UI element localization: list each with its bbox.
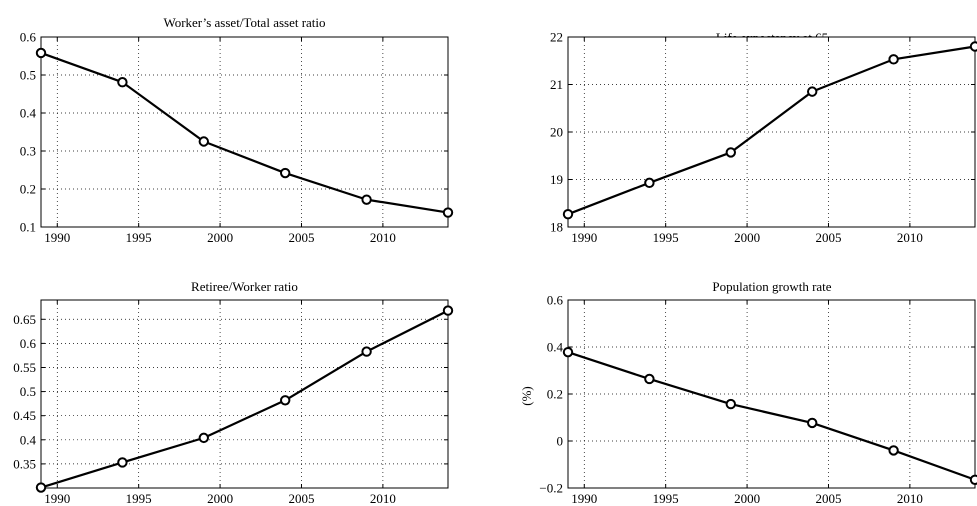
- y-tick-label: 21: [550, 77, 563, 92]
- x-tick-label: 1990: [44, 230, 70, 245]
- y-tick-label: 0.4: [20, 432, 37, 447]
- y-tick-label: 0.5: [20, 384, 36, 399]
- data-point: [361, 346, 372, 357]
- y-tick-label: −0.2: [539, 481, 563, 496]
- data-point: [888, 445, 899, 456]
- plot-area: [567, 36, 976, 228]
- data-point: [117, 457, 128, 468]
- x-tick-label: 1990: [571, 491, 597, 506]
- data-point: [35, 47, 47, 59]
- data-point: [562, 208, 574, 220]
- panel-retiree-worker-ratio: Retiree/Worker ratio 1990 1995 2000 2005 201…: [13, 279, 454, 506]
- y-tick-label: 0.6: [20, 30, 37, 45]
- series: [35, 47, 454, 218]
- panel-population-growth: Population growth rate (%) 1990 1995 2000 2…: [519, 279, 977, 506]
- y-axis-label: (%): [519, 386, 534, 406]
- chart-title: Retiree/Worker ratio: [191, 279, 298, 294]
- x-tick-label: 1995: [653, 491, 679, 506]
- ticks: 1990 1995 2000 2005 2010 18 19 20 21 22: [550, 30, 975, 245]
- y-tick-label: 0: [557, 434, 564, 449]
- data-point: [442, 305, 454, 316]
- x-tick-label: 2005: [815, 230, 841, 245]
- data-point: [198, 432, 210, 444]
- chart-title: Worker’s asset/Total asset ratio: [163, 15, 325, 30]
- ticks: 1990 1995 2000 2005 2010 0.35 0.4 0.45 0.5 0.55 0.…: [13, 300, 448, 506]
- x-tick-label: 2010: [370, 230, 396, 245]
- data-point: [562, 346, 574, 358]
- data-point: [725, 398, 736, 410]
- series-line: [40, 51, 449, 214]
- ticks: 1990 1995 2000 2005 2010 −0.2 0 0.2 0.4 0.6: [539, 293, 975, 506]
- y-tick-label: 0.65: [13, 312, 36, 327]
- y-tick-label: 19: [550, 172, 563, 187]
- y-tick-label: 0.6: [20, 336, 37, 351]
- y-tick-label: 0.4: [547, 340, 564, 355]
- x-tick-label: 1995: [653, 230, 679, 245]
- data-point: [969, 41, 977, 52]
- series: [35, 305, 454, 493]
- x-tick-label: 2005: [288, 491, 314, 506]
- y-tick-label: 0.35: [13, 456, 36, 471]
- series-line: [567, 351, 976, 481]
- y-tick-label: 0.5: [20, 68, 36, 83]
- x-tick-label: 2005: [288, 230, 314, 245]
- y-tick-label: 0.2: [20, 182, 36, 197]
- y-tick-label: 0.4: [20, 106, 37, 121]
- data-point: [969, 474, 977, 485]
- plot-area: [567, 299, 976, 489]
- chart-title: Population growth rate: [712, 279, 831, 294]
- y-tick-label: 0.6: [547, 293, 564, 308]
- ticks: 1990 1995 2000 2005 2010 0.1 0.2 0.3 0.4 0.5 0.6: [20, 30, 448, 245]
- x-tick-label: 2010: [897, 491, 923, 506]
- y-tick-label: 0.2: [547, 387, 563, 402]
- data-point: [888, 54, 899, 65]
- plot-area: [40, 299, 449, 489]
- data-point: [361, 194, 372, 205]
- x-tick-label: 1990: [44, 491, 70, 506]
- x-tick-label: 1995: [126, 491, 152, 506]
- series-line: [40, 309, 449, 489]
- data-point: [117, 77, 128, 88]
- x-tick-label: 2000: [734, 491, 760, 506]
- y-tick-label: 22: [550, 30, 563, 45]
- panel-life-expectancy: Life expectancy at 65 199019952000200520…: [550, 30, 977, 245]
- data-point: [725, 147, 736, 158]
- x-tick-label: 1995: [126, 230, 152, 245]
- data-point: [198, 136, 210, 147]
- plot-area: [40, 36, 449, 228]
- data-point: [442, 207, 454, 218]
- series: [562, 346, 977, 485]
- y-tick-label: 0.55: [13, 360, 36, 375]
- data-point: [807, 417, 818, 429]
- series-line: [567, 45, 976, 216]
- x-tick-label: 1990: [571, 230, 597, 245]
- data-point: [644, 373, 655, 385]
- x-tick-label: 2000: [207, 491, 233, 506]
- y-tick-label: 18: [550, 220, 563, 235]
- x-tick-label: 2005: [815, 491, 841, 506]
- x-tick-label: 2010: [897, 230, 923, 245]
- data-point: [280, 395, 291, 406]
- y-tick-label: 0.1: [20, 220, 36, 235]
- panel-worker-asset-ratio: Worker’s asset/Total asset ratio 1990 199…: [20, 15, 454, 245]
- y-tick-label: 20: [550, 125, 563, 140]
- y-tick-label: 0.3: [20, 144, 36, 159]
- data-point: [35, 482, 47, 493]
- data-point: [644, 177, 655, 189]
- series: [562, 41, 977, 220]
- x-tick-label: 2000: [734, 230, 760, 245]
- data-point: [280, 167, 291, 179]
- x-tick-label: 2000: [207, 230, 233, 245]
- x-tick-label: 2010: [370, 491, 396, 506]
- y-tick-label: 0.45: [13, 408, 36, 423]
- data-point: [807, 86, 818, 97]
